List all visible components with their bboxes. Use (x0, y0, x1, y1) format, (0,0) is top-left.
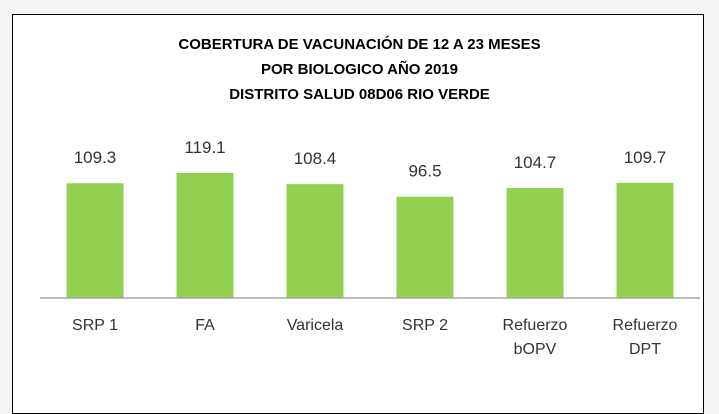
bar (396, 196, 454, 298)
x-tick-label: Refuerzo DPT (612, 317, 678, 358)
chart: 109.3 119.1 108.4 96.5 104.7 109.7 (40, 138, 700, 299)
data-label: 119.1 (184, 138, 225, 157)
bar (176, 172, 234, 298)
x-tick-label: Varicela (286, 317, 344, 334)
data-label: 109.7 (624, 148, 667, 167)
bar (616, 182, 674, 298)
data-label: 108.4 (294, 149, 337, 168)
x-tick-label: Refuerzo bOPV (502, 317, 568, 358)
chart-title: COBERTURA DE VACUNACIÓN DE 12 A 23 MESES… (178, 36, 541, 103)
page: COBERTURA DE VACUNACIÓN DE 12 A 23 MESES… (12, 14, 704, 414)
chart-frame (12, 14, 704, 414)
data-label: 96.5 (408, 162, 441, 181)
bar (286, 184, 344, 298)
x-tick-label: SRP 1 (72, 317, 118, 334)
x-tick-label: SRP 2 (402, 317, 448, 334)
bar (506, 188, 564, 298)
bar (66, 183, 124, 298)
data-label: 109.3 (74, 148, 117, 167)
x-tick-label: FA (195, 317, 215, 334)
data-label: 104.7 (514, 153, 557, 172)
